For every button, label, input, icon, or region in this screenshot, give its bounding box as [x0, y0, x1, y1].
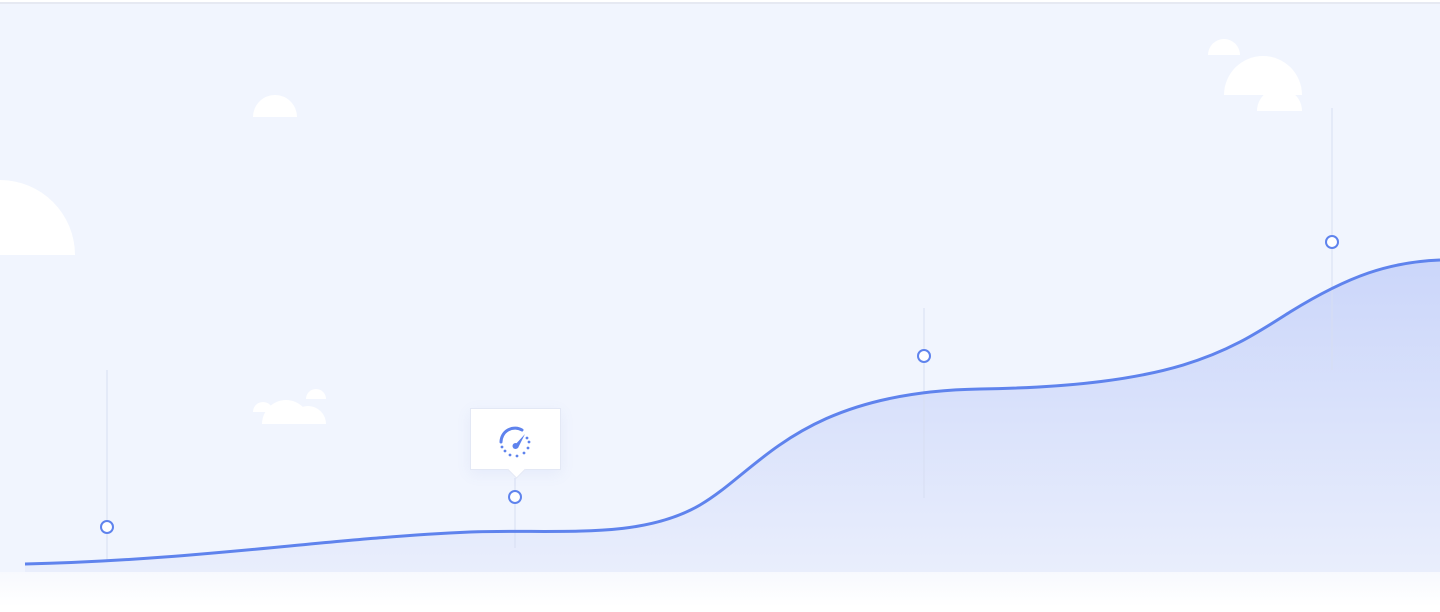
growth-area: [25, 260, 1440, 572]
cloud-cluster-mid-left: [253, 389, 326, 424]
data-marker-1: [100, 520, 114, 534]
top-divider: [0, 2, 1440, 4]
speed-tooltip: [470, 408, 561, 470]
growth-line: [24, 258, 1440, 566]
cloud-small-top: [253, 95, 297, 117]
cloud-cluster-top-right: [1208, 39, 1302, 111]
bottom-fade: [0, 572, 1440, 607]
data-marker-4: [1325, 235, 1339, 249]
data-marker-2: [508, 490, 522, 504]
data-marker-3: [917, 349, 931, 363]
speedometer-icon: [499, 426, 531, 458]
cloud-half-left: [0, 180, 75, 255]
